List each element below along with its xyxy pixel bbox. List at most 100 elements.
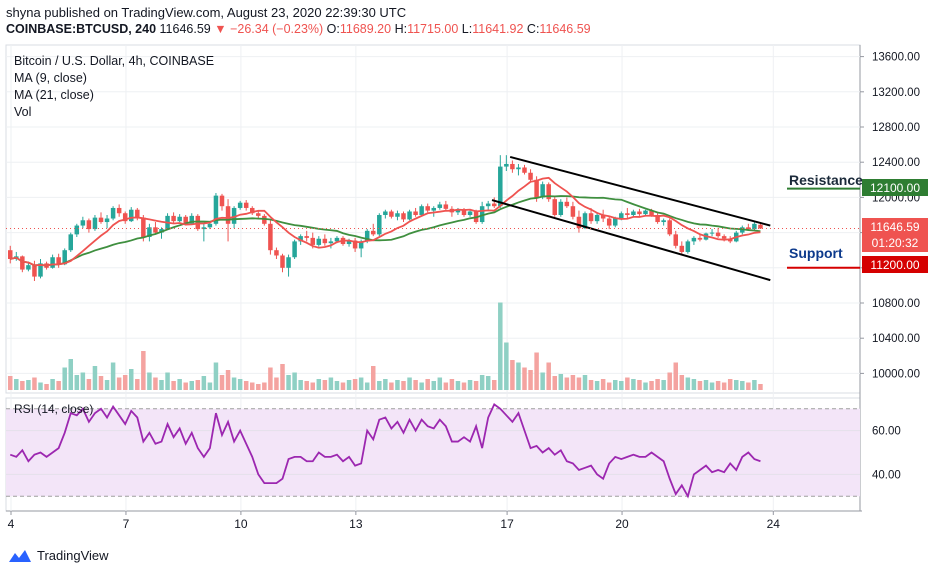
- candle-body: [243, 202, 249, 208]
- candle-body: [256, 213, 261, 216]
- volume-bar: [122, 375, 128, 390]
- rsi-legend: RSI (14, close): [14, 402, 93, 416]
- volume-bar: [606, 382, 612, 390]
- volume-bar: [655, 379, 660, 390]
- candle-body: [237, 202, 243, 208]
- candle-body: [534, 179, 539, 198]
- open-value: 11689.20: [339, 22, 392, 36]
- candle-body: [479, 206, 485, 223]
- candle-body: [673, 234, 678, 246]
- rsi-tick-label: 40.00: [872, 469, 901, 481]
- vol-legend: Vol: [14, 105, 31, 119]
- candle-body: [56, 257, 61, 265]
- y-tick-label: 12400.00: [872, 157, 920, 169]
- candle-body: [177, 216, 182, 222]
- volume-bar: [625, 377, 630, 390]
- candle-body: [697, 237, 703, 240]
- volume-bar: [371, 366, 376, 390]
- volume-bar: [588, 380, 594, 390]
- level-lines: [6, 187, 860, 269]
- volume-bar: [250, 382, 255, 390]
- volume-bar: [498, 302, 503, 390]
- rsi-line: [9, 403, 761, 499]
- volume-bar: [68, 359, 73, 390]
- channel-trendline: [509, 155, 771, 227]
- ma9-legend: MA (9, close): [14, 71, 87, 85]
- candle-body: [709, 232, 715, 234]
- volume-bar: [721, 382, 727, 390]
- candle-body: [552, 199, 557, 215]
- candle-body: [752, 223, 757, 230]
- volume-bar: [334, 381, 340, 390]
- volume-bar: [564, 377, 570, 390]
- candle-body: [461, 209, 467, 215]
- volume-bar: [243, 381, 249, 390]
- candle-body: [116, 207, 122, 214]
- candle-body: [758, 224, 763, 229]
- candle-body: [310, 237, 315, 245]
- candle-body: [274, 250, 279, 256]
- volume-bar: [165, 372, 170, 390]
- volume-bar: [177, 379, 182, 390]
- volume-bar: [377, 381, 382, 390]
- volume-bar: [183, 382, 188, 390]
- candle-body: [62, 250, 67, 265]
- volume-bar: [679, 375, 685, 390]
- volume-bar: [225, 370, 231, 390]
- candle-body: [122, 213, 128, 222]
- volume-bar: [667, 372, 672, 390]
- tradingview-footer[interactable]: TradingView: [8, 548, 109, 563]
- candle-body: [606, 218, 612, 226]
- volume-bar: [135, 379, 140, 390]
- candle-body: [80, 220, 86, 226]
- candle-body: [92, 217, 98, 230]
- candle-body: [546, 184, 551, 200]
- trendlines: [491, 155, 771, 282]
- volume-bar: [746, 382, 751, 390]
- candle-body: [219, 195, 225, 207]
- volume-bar: [703, 380, 709, 390]
- open-label: O:: [326, 22, 340, 36]
- support-label: Support: [789, 245, 843, 261]
- volume-bar: [443, 382, 449, 390]
- ma21-line: [10, 195, 761, 267]
- candle-body: [540, 184, 545, 198]
- close-label: C:: [526, 22, 540, 36]
- candle-body: [685, 241, 691, 252]
- volume-bar: [528, 370, 533, 390]
- candle-body: [334, 237, 340, 242]
- volume-bar: [195, 380, 201, 390]
- volume-bar: [715, 381, 721, 390]
- volume-bar: [649, 381, 654, 390]
- candle-body: [292, 241, 297, 258]
- y-tick-label: 12800.00: [872, 122, 920, 134]
- candle-body: [643, 210, 648, 215]
- candle-body: [383, 211, 388, 215]
- volume-bar: [256, 384, 261, 390]
- candle-body: [582, 213, 588, 229]
- candle-body: [322, 238, 328, 244]
- candle-body: [516, 167, 521, 170]
- volume-bar: [50, 379, 55, 390]
- volume-bar: [340, 382, 346, 390]
- candle-body: [110, 207, 116, 219]
- volume-bar: [8, 376, 13, 390]
- volume-bar: [619, 381, 624, 390]
- candle-body: [195, 215, 201, 230]
- candle-body: [147, 227, 152, 237]
- volume-bar: [26, 380, 31, 390]
- rsi-band-fill: [6, 408, 860, 497]
- candle-body: [225, 206, 231, 224]
- candle-body: [231, 207, 237, 224]
- candle-body: [268, 223, 273, 251]
- volume-bar: [437, 377, 443, 390]
- volume-bar: [485, 376, 491, 390]
- candle-body: [280, 255, 285, 268]
- candle-body: [298, 236, 303, 242]
- candle-body: [667, 220, 672, 235]
- candle-body: [504, 163, 509, 167]
- support-price-tag: 11200.00: [862, 256, 928, 273]
- volume-bar: [492, 380, 497, 390]
- volume-bar: [413, 380, 418, 390]
